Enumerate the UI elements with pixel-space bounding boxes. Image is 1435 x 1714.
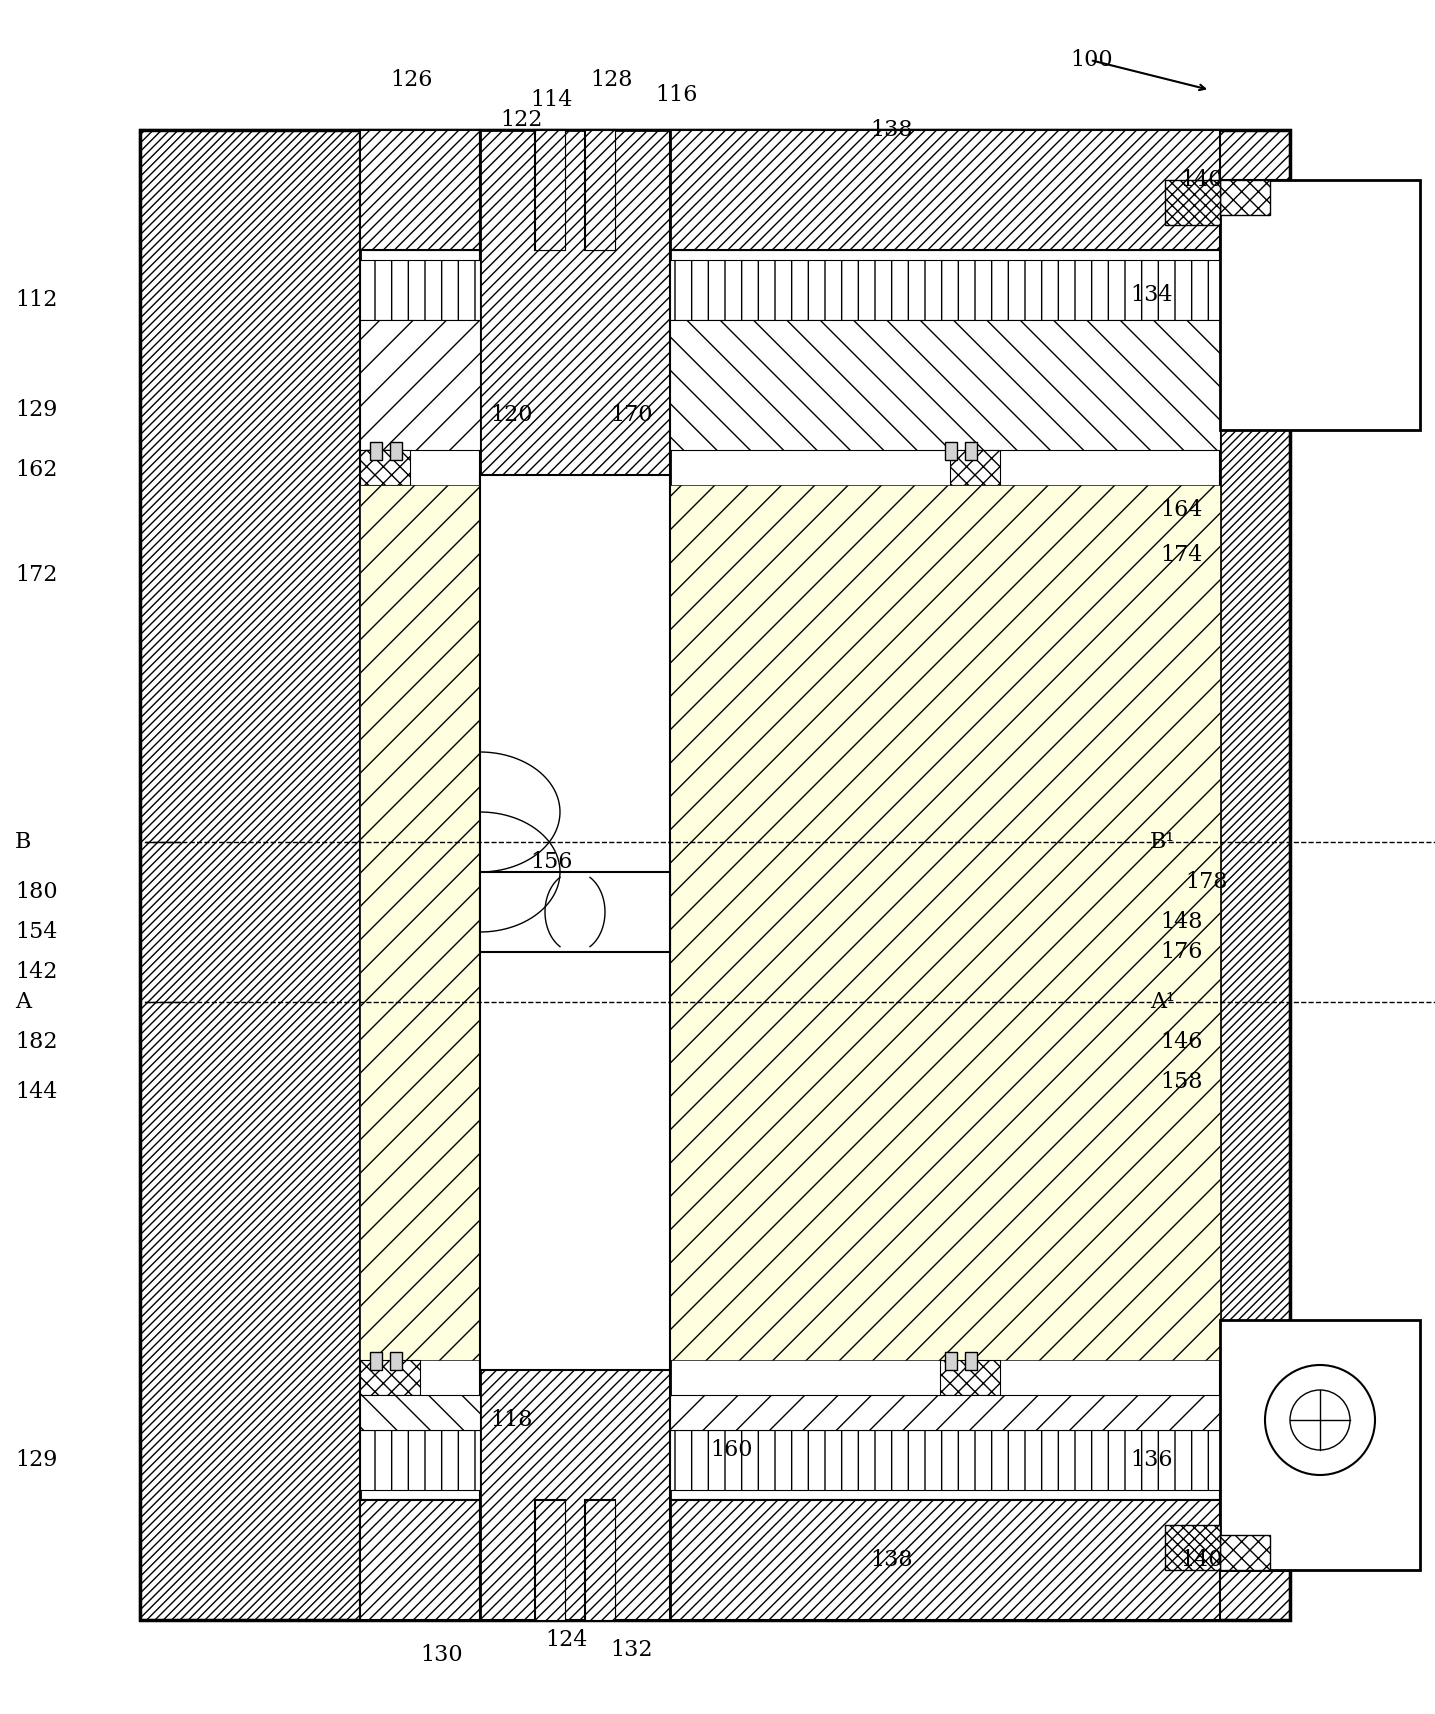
Text: B: B — [14, 831, 32, 854]
Bar — [360, 130, 479, 250]
Bar — [670, 1395, 1220, 1429]
Bar — [360, 1395, 479, 1429]
Bar — [585, 1500, 616, 1620]
Text: 148: 148 — [1159, 912, 1203, 932]
Bar — [585, 130, 616, 250]
Text: 164: 164 — [1159, 499, 1203, 521]
Text: 132: 132 — [610, 1639, 653, 1661]
Text: 140: 140 — [1180, 170, 1223, 190]
Text: 129: 129 — [14, 1448, 57, 1471]
Text: 144: 144 — [14, 1082, 57, 1104]
Bar — [585, 130, 616, 250]
Bar — [535, 1500, 565, 1620]
Bar — [670, 485, 1220, 1359]
Bar — [1220, 1536, 1270, 1570]
Bar — [360, 1359, 420, 1395]
Text: 158: 158 — [1159, 1071, 1203, 1094]
Text: 156: 156 — [530, 850, 573, 872]
Bar — [360, 1429, 479, 1489]
Bar — [940, 1359, 1000, 1395]
Bar — [670, 130, 1220, 250]
Bar — [670, 321, 1220, 451]
Bar — [946, 442, 957, 459]
Bar — [670, 1429, 1220, 1489]
Text: 128: 128 — [590, 69, 633, 91]
Bar — [141, 130, 1290, 1620]
Text: 130: 130 — [420, 1644, 462, 1666]
Text: 100: 100 — [1071, 50, 1112, 70]
Bar — [535, 130, 565, 250]
Text: 112: 112 — [14, 290, 57, 310]
Text: 120: 120 — [489, 405, 532, 427]
Bar — [964, 1352, 977, 1369]
Bar — [360, 261, 479, 321]
Bar — [141, 1500, 1290, 1620]
Bar — [385, 451, 400, 485]
Text: 160: 160 — [710, 1440, 752, 1460]
Text: 136: 136 — [1129, 1448, 1172, 1471]
Text: B¹: B¹ — [1149, 831, 1175, 854]
Bar — [141, 130, 360, 1620]
Text: 140: 140 — [1180, 1549, 1223, 1572]
Bar — [1220, 180, 1290, 1570]
Text: 172: 172 — [14, 564, 57, 586]
Text: 118: 118 — [489, 1409, 532, 1431]
Text: 178: 178 — [1185, 871, 1227, 893]
Text: 174: 174 — [1159, 543, 1203, 566]
Text: 124: 124 — [545, 1628, 587, 1651]
Text: 129: 129 — [14, 399, 57, 422]
Text: A¹: A¹ — [1149, 991, 1175, 1013]
Bar — [479, 130, 670, 1620]
Bar — [479, 130, 670, 1620]
Text: 170: 170 — [610, 405, 653, 427]
Text: A: A — [14, 991, 32, 1013]
Bar — [1220, 180, 1290, 1570]
Text: 162: 162 — [14, 459, 57, 482]
Bar — [1165, 180, 1220, 225]
Bar — [535, 1500, 565, 1620]
Bar — [370, 442, 382, 459]
Text: 146: 146 — [1159, 1032, 1203, 1052]
Text: 154: 154 — [14, 920, 57, 943]
Text: 116: 116 — [654, 84, 697, 106]
Text: 138: 138 — [870, 118, 913, 141]
Bar — [946, 1352, 957, 1369]
Bar — [360, 321, 479, 451]
Bar — [360, 485, 479, 1359]
Text: 138: 138 — [870, 1549, 913, 1572]
Bar — [141, 130, 360, 1620]
Bar — [141, 130, 1290, 250]
Bar — [1165, 1525, 1220, 1570]
Bar — [360, 1500, 479, 1620]
Text: 176: 176 — [1159, 941, 1203, 963]
Bar — [364, 451, 380, 485]
Bar — [390, 442, 402, 459]
Text: 134: 134 — [1129, 285, 1172, 307]
Bar — [479, 475, 670, 1369]
Bar — [1220, 1320, 1421, 1570]
Bar — [950, 451, 1000, 485]
Bar — [585, 1500, 616, 1620]
Bar — [535, 130, 565, 250]
Bar — [964, 442, 977, 459]
Bar — [390, 1352, 402, 1369]
Bar — [670, 261, 1220, 321]
Bar — [1220, 180, 1270, 214]
Text: 126: 126 — [390, 69, 432, 91]
Text: 182: 182 — [14, 1032, 57, 1052]
Bar — [1220, 180, 1421, 430]
Text: 142: 142 — [14, 962, 57, 984]
Bar — [479, 872, 670, 951]
Text: 122: 122 — [499, 110, 542, 130]
Bar — [360, 451, 410, 485]
Text: 114: 114 — [530, 89, 573, 111]
Text: 180: 180 — [14, 881, 57, 903]
Bar — [670, 1500, 1220, 1620]
Bar — [370, 1352, 382, 1369]
